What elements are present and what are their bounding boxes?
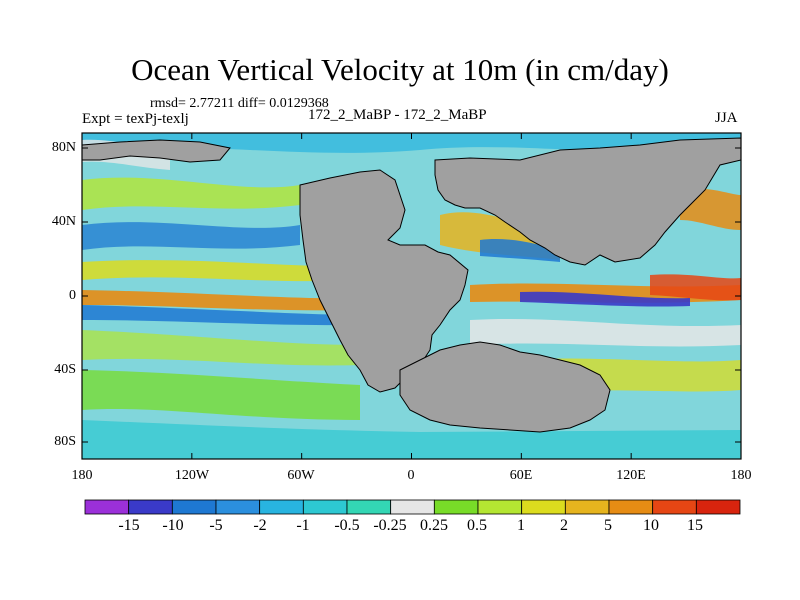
lat-label-40n: 40N	[51, 214, 76, 229]
colorbar-label: 15	[687, 517, 703, 534]
colorbar-label: -10	[162, 517, 184, 534]
lon-label-180e: 180	[730, 468, 752, 483]
map-plot-area	[82, 133, 741, 459]
colorbar-label: -1	[296, 517, 310, 534]
lat-label-80n: 80N	[51, 140, 76, 155]
colorbar-label: 2	[560, 517, 568, 534]
colorbar-swatch	[259, 499, 304, 515]
arctic-landmass	[82, 139, 231, 163]
colorbar-swatch	[346, 499, 392, 515]
lat-label-80s: 80S	[54, 434, 76, 449]
colorbar-label: -0.5	[334, 517, 360, 534]
colorbar-swatch	[652, 499, 697, 515]
lon-label-60w: 60W	[287, 468, 315, 483]
stats-line: rmsd= 2.77211 diff= 0.0129368	[150, 96, 329, 111]
experiment-label: Expt = texPj-texlj	[82, 111, 189, 127]
eurasia-landmass	[434, 137, 741, 266]
colorbar-label: 0.5	[467, 517, 487, 534]
colorbar-label: -0.25	[373, 517, 407, 534]
colorbar-swatch	[564, 499, 610, 515]
colorbar-label: 10	[643, 517, 659, 534]
colorbar-label: 0.25	[420, 517, 448, 534]
lon-label-120w: 120W	[174, 468, 210, 483]
season-label: JJA	[715, 110, 738, 126]
colorbar-swatch	[84, 499, 130, 515]
southern-landmass	[399, 341, 611, 433]
colorbar	[84, 499, 741, 515]
colorbar-swatch	[521, 499, 566, 515]
colorbar-label: -15	[118, 517, 140, 534]
axis-ticks	[81, 133, 742, 459]
colorbar-swatch	[433, 499, 479, 515]
lon-label-60e: 60E	[509, 468, 533, 483]
lon-label-0: 0	[407, 468, 415, 483]
lat-label-0: 0	[69, 288, 76, 303]
americas-landmass	[299, 169, 469, 393]
colorbar-swatch	[215, 499, 261, 515]
colorbar-swatch	[695, 499, 741, 515]
colorbar-swatch	[302, 499, 348, 515]
colorbar-swatch	[608, 499, 654, 515]
lon-label-180w: 180	[71, 468, 93, 483]
comparison-label: 172_2_MaBP - 172_2_MaBP	[308, 107, 487, 123]
colorbar-label: -2	[253, 517, 267, 534]
colorbar-label: 5	[604, 517, 612, 534]
colorbar-swatch	[128, 499, 173, 515]
colorbar-swatch	[171, 499, 217, 515]
colorbar-label: -5	[209, 517, 223, 534]
lon-label-120e: 120E	[616, 468, 646, 483]
land-masses	[82, 137, 741, 433]
colorbar-swatch	[390, 499, 435, 515]
colorbar-swatch	[477, 499, 523, 515]
lat-label-40s: 40S	[54, 362, 76, 377]
chart-title: Ocean Vertical Velocity at 10m (in cm/da…	[131, 52, 669, 87]
colorbar-label: 1	[517, 517, 525, 534]
